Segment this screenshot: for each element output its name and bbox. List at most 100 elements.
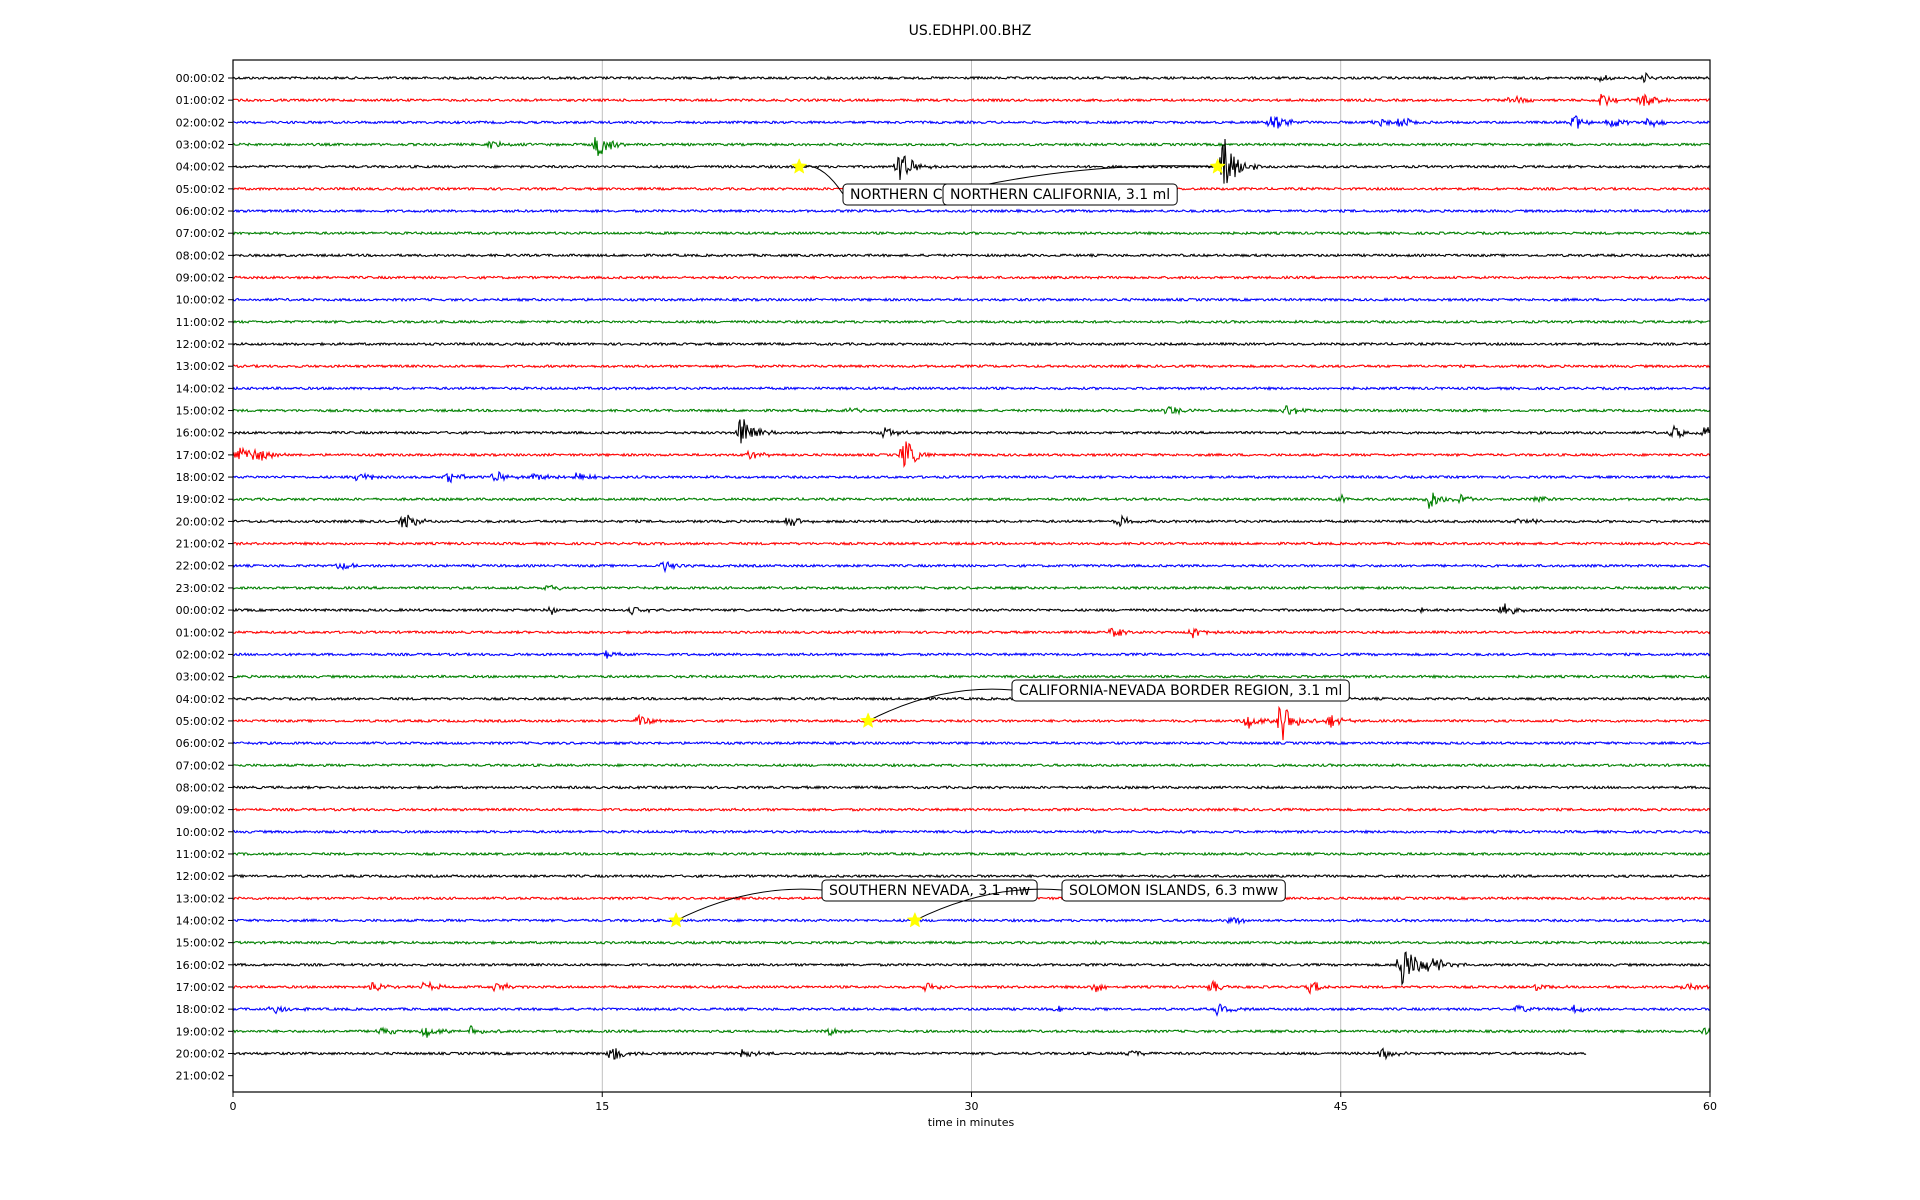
event-connector-4 xyxy=(914,888,1063,921)
trace-row-18 xyxy=(232,470,1711,484)
y-tick-label-5: 05:00:02 xyxy=(176,183,225,196)
trace-row-19 xyxy=(232,492,1711,509)
trace-row-1 xyxy=(232,93,1711,107)
y-tick-label-15: 15:00:02 xyxy=(176,405,225,418)
y-tick-label-44: 20:00:02 xyxy=(176,1047,225,1060)
y-tick-label-30: 06:00:02 xyxy=(176,737,225,750)
y-tick-label-10: 10:00:02 xyxy=(176,294,225,307)
trace-row-39 xyxy=(232,939,1711,946)
y-tick-label-23: 23:00:02 xyxy=(176,582,225,595)
y-tick-label-9: 09:00:02 xyxy=(176,272,225,285)
y-tick-label-13: 13:00:02 xyxy=(176,360,225,373)
y-tick-label-14: 14:00:02 xyxy=(176,382,225,395)
event-star-icon-4 xyxy=(906,911,924,928)
trace-row-28 xyxy=(232,696,1711,702)
y-tick-label-20: 20:00:02 xyxy=(176,515,225,528)
y-tick-label-12: 12:00:02 xyxy=(176,338,225,351)
y-tick-label-0: 00:00:02 xyxy=(176,72,225,85)
event-label-box-1 xyxy=(942,183,1178,206)
trace-row-43 xyxy=(232,1024,1711,1038)
trace-row-29 xyxy=(232,705,1711,741)
y-tick-label-31: 07:00:02 xyxy=(176,759,225,772)
trace-row-35 xyxy=(232,851,1711,857)
x-tick-label-3: 45 xyxy=(1334,1100,1348,1113)
event-label-2: CALIFORNIA-NEVADA BORDER REGION, 3.1 ml xyxy=(1019,683,1342,699)
trace-row-27 xyxy=(232,673,1711,680)
trace-row-31 xyxy=(232,762,1711,768)
trace-row-40 xyxy=(232,951,1711,986)
trace-row-30 xyxy=(232,740,1711,746)
y-tick-label-43: 19:00:02 xyxy=(176,1025,225,1038)
event-annotation-1: NORTHERN CALIFORNIA, 3.1 ml xyxy=(942,158,1226,206)
y-tick-label-3: 03:00:02 xyxy=(176,139,225,152)
trace-row-24 xyxy=(232,603,1710,616)
event-annotations: NORTHERN CALIFORNIA, 3.1 mlNORTHERN CALI… xyxy=(667,158,1350,928)
y-tick-label-38: 14:00:02 xyxy=(176,914,225,927)
event-star-icon-1 xyxy=(1209,158,1226,174)
trace-row-0 xyxy=(232,72,1711,84)
trace-row-33 xyxy=(232,807,1711,813)
event-connector-2 xyxy=(867,688,1013,722)
trace-row-36 xyxy=(232,873,1711,879)
event-label-box-2 xyxy=(1011,679,1350,702)
event-label-3: SOUTHERN NEVADA, 3.1 mw xyxy=(829,883,1030,899)
x-tick-labels: 0 15 30 45 60 xyxy=(230,1092,1717,1113)
y-tick-label-27: 03:00:02 xyxy=(176,671,225,684)
y-tick-label-40: 16:00:02 xyxy=(176,959,225,972)
event-star-icon-0 xyxy=(790,158,808,174)
y-tick-label-45: 21:00:02 xyxy=(176,1070,225,1083)
trace-row-11 xyxy=(232,319,1711,325)
trace-row-25 xyxy=(232,627,1711,639)
event-annotation-2: CALIFORNIA-NEVADA BORDER REGION, 3.1 ml xyxy=(859,679,1350,728)
y-tick-label-6: 06:00:02 xyxy=(176,205,225,218)
trace-row-7 xyxy=(232,230,1711,236)
y-tick-label-35: 11:00:02 xyxy=(176,848,225,861)
y-tick-label-26: 02:00:02 xyxy=(176,648,225,661)
y-tick-label-37: 13:00:02 xyxy=(176,892,225,905)
x-tick-label-1: 15 xyxy=(595,1100,609,1113)
y-tick-label-28: 04:00:02 xyxy=(176,693,225,706)
trace-row-32 xyxy=(232,784,1711,790)
event-label-box-4 xyxy=(1061,879,1286,902)
x-tick-label-0: 0 xyxy=(230,1100,237,1113)
y-tick-label-21: 21:00:02 xyxy=(176,538,225,551)
chart-title: US.EDHPI.00.BHZ xyxy=(909,23,1032,39)
y-tick-label-29: 05:00:02 xyxy=(176,715,225,728)
event-star-icon-2 xyxy=(859,712,877,728)
y-tick-label-16: 16:00:02 xyxy=(176,427,225,440)
y-tick-label-34: 10:00:02 xyxy=(176,826,225,839)
event-annotation-4: SOLOMON ISLANDS, 6.3 mww xyxy=(906,879,1286,928)
trace-row-2 xyxy=(232,115,1711,129)
trace-group xyxy=(232,72,1711,1061)
y-tick-label-39: 15:00:02 xyxy=(176,937,225,950)
y-tick-label-17: 17:00:02 xyxy=(176,449,225,462)
trace-row-9 xyxy=(232,275,1711,281)
y-tick-label-2: 02:00:02 xyxy=(176,116,225,129)
event-label-1: NORTHERN CALIFORNIA, 3.1 ml xyxy=(950,187,1170,203)
trace-row-17 xyxy=(232,441,1711,469)
trace-row-3 xyxy=(232,137,1711,157)
y-tick-label-36: 12:00:02 xyxy=(176,870,225,883)
trace-row-42 xyxy=(232,1003,1711,1017)
y-tick-label-22: 22:00:02 xyxy=(176,560,225,573)
x-tick-label-4: 60 xyxy=(1703,1100,1717,1113)
y-tick-label-24: 00:00:02 xyxy=(176,604,225,617)
event-label-4: SOLOMON ISLANDS, 6.3 mww xyxy=(1069,883,1278,899)
y-tick-label-41: 17:00:02 xyxy=(176,981,225,994)
y-tick-labels: 00:00:02 01:00:02 02:00:02 03:00:02 04:00:02… xyxy=(176,72,233,1083)
trace-row-15 xyxy=(232,405,1711,416)
trace-row-20 xyxy=(232,514,1711,528)
y-tick-label-19: 19:00:02 xyxy=(176,493,225,506)
trace-row-12 xyxy=(232,341,1711,347)
y-tick-label-11: 11:00:02 xyxy=(176,316,225,329)
trace-row-16 xyxy=(232,419,1711,444)
trace-row-23 xyxy=(232,584,1711,592)
y-tick-label-1: 01:00:02 xyxy=(176,94,225,107)
y-tick-label-33: 09:00:02 xyxy=(176,804,225,817)
trace-row-21 xyxy=(232,541,1711,547)
trace-row-26 xyxy=(232,650,1711,659)
trace-row-4 xyxy=(232,138,1711,184)
y-tick-label-32: 08:00:02 xyxy=(176,781,225,794)
trace-row-8 xyxy=(232,252,1711,259)
